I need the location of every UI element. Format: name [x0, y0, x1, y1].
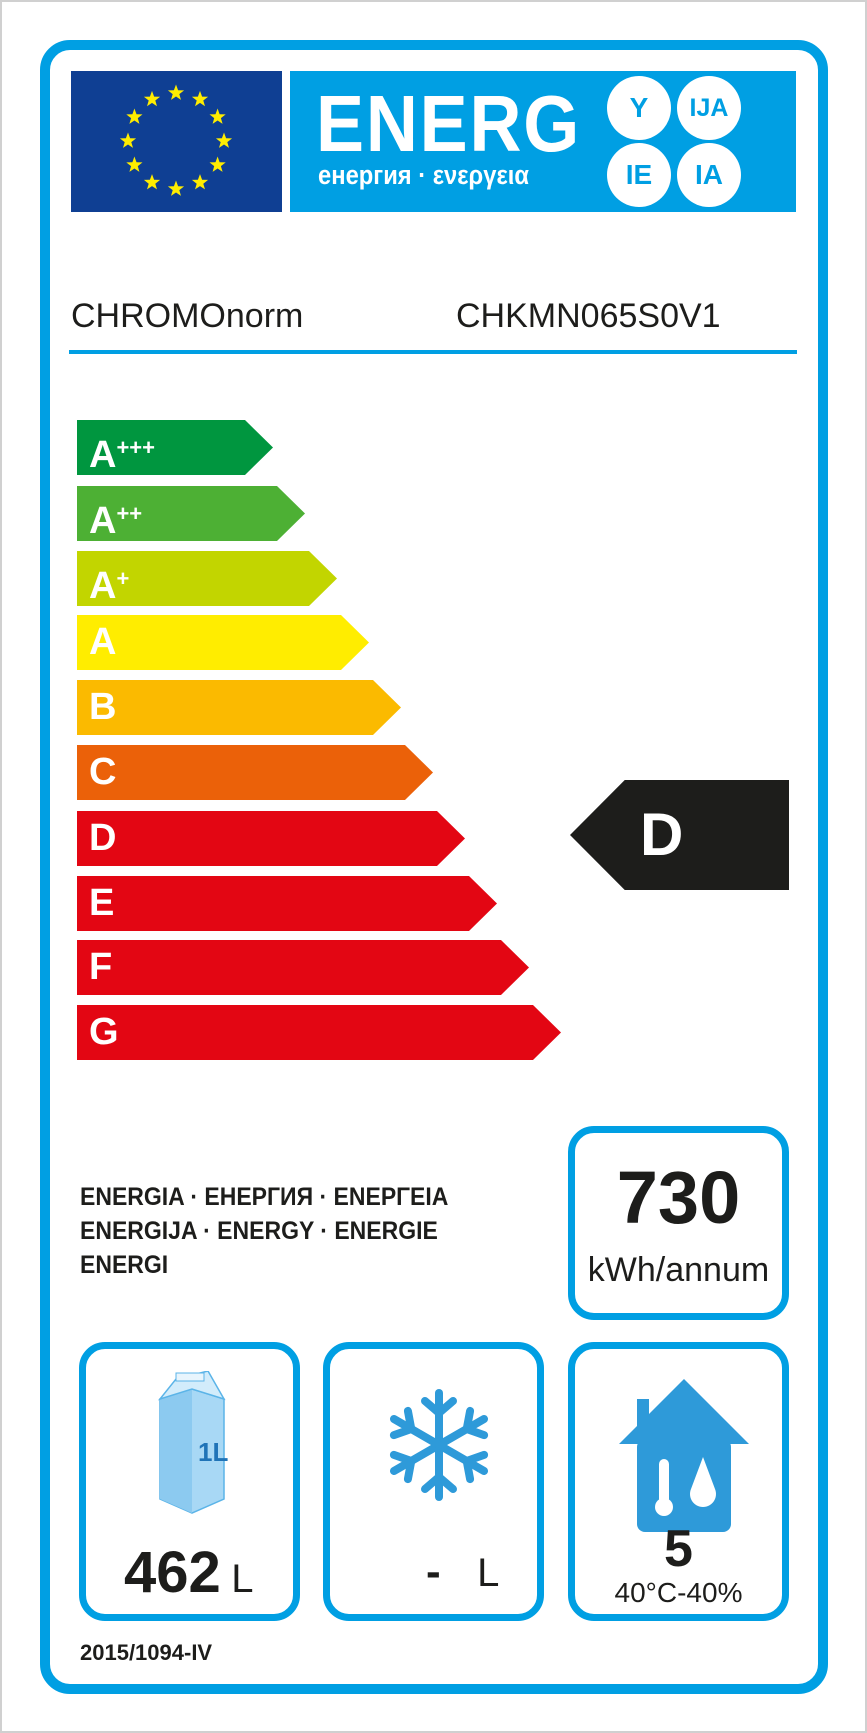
star: [215, 132, 233, 148]
star: [167, 180, 185, 196]
consumption-unit: kWh/annum: [587, 1251, 770, 1289]
scale-bar-app: A++: [77, 486, 305, 541]
chill-volume: 462 L: [124, 1539, 253, 1606]
model-identifier: CHKMN065S0V1: [456, 297, 721, 335]
carton-label: 1L: [198, 1437, 228, 1467]
supplier-name: CHROMOnorm: [71, 297, 304, 335]
suffix-ie: IE: [607, 143, 671, 207]
scale-plus: +++: [116, 435, 155, 460]
energy-words-line: ENERGIA · ЕНЕРГИЯ · ΕΝΕΡΓΕΙΑ: [80, 1183, 449, 1211]
star: [209, 156, 226, 172]
regulation-number: 2015/1094-IV: [80, 1640, 213, 1665]
freezer-volume-value: -: [426, 1547, 441, 1596]
scale-bar-b: B: [77, 680, 401, 735]
chill-volume-value: 462: [124, 1540, 221, 1605]
scale-letter: A: [89, 621, 117, 663]
scale-bar-ap: A+: [77, 551, 337, 606]
star: [119, 132, 137, 148]
eu-flag: [71, 71, 282, 212]
scale-letter: C: [89, 751, 117, 793]
milk-carton-icon: 1L: [157, 1371, 228, 1514]
scale-plus: +: [116, 566, 130, 591]
scale-bar-e: E: [77, 876, 497, 931]
house-climate-icon: [619, 1379, 749, 1532]
scale-letter: B: [89, 686, 117, 728]
chill-volume-unit: L: [231, 1557, 254, 1601]
star: [126, 156, 143, 172]
star: [143, 174, 161, 190]
star: [126, 108, 143, 124]
scale-bar-g: G: [77, 1005, 561, 1060]
freezer-volume: - L: [426, 1547, 499, 1597]
consumption-box: 730 kWh/annum: [568, 1126, 789, 1320]
scale-letter: F: [89, 946, 113, 988]
freezer-volume-box: - L: [323, 1342, 544, 1621]
chill-volume-box: 1L 462 L: [79, 1342, 300, 1621]
climate-class-value: 5: [664, 1520, 693, 1578]
energy-words: ENERGIA · ЕНЕРГИЯ · ΕΝΕΡΓΕΙΑ ENERGIJA · …: [80, 1180, 448, 1282]
scale-letter: G: [89, 1011, 119, 1053]
scale-letter: A: [89, 500, 117, 542]
star: [167, 84, 185, 100]
consumption-value: 730: [616, 1156, 741, 1239]
climate-class-box: 5 40°C-40%: [568, 1342, 789, 1621]
scale-bar-c: C: [77, 745, 433, 800]
eu-stars-icon: [119, 84, 233, 196]
suffix-ia: IA: [677, 143, 741, 207]
star: [209, 108, 226, 124]
scale-letter: A: [89, 434, 117, 476]
star: [143, 90, 161, 107]
scale-plus: ++: [116, 501, 143, 526]
scale-letter: A: [89, 565, 117, 607]
suffix-y: Y: [607, 76, 671, 140]
label-frame: [40, 40, 828, 1694]
star: [191, 90, 209, 107]
banner-subtitle: енергия · ενεργεια: [318, 160, 529, 190]
energy-words-line: ENERGI: [80, 1251, 169, 1279]
scale-bar-a: A: [77, 615, 369, 670]
suffix-ija: IJA: [677, 76, 741, 140]
scale-bar-f: F: [77, 940, 529, 995]
climate-condition: 40°C-40%: [614, 1577, 743, 1608]
scale-letter: E: [89, 882, 115, 924]
scale-letter: D: [89, 817, 117, 859]
star: [191, 174, 209, 190]
snowflake-icon: [389, 1389, 489, 1501]
energy-words-line: ENERGIJA · ENERGY · ENERGIE: [80, 1217, 438, 1245]
divider: [69, 350, 797, 354]
freezer-volume-unit: L: [477, 1551, 500, 1595]
banner-title: ENERG: [316, 79, 582, 168]
scale-bar-appp: A+++: [77, 420, 273, 475]
scale-bar-d: D: [77, 811, 465, 866]
